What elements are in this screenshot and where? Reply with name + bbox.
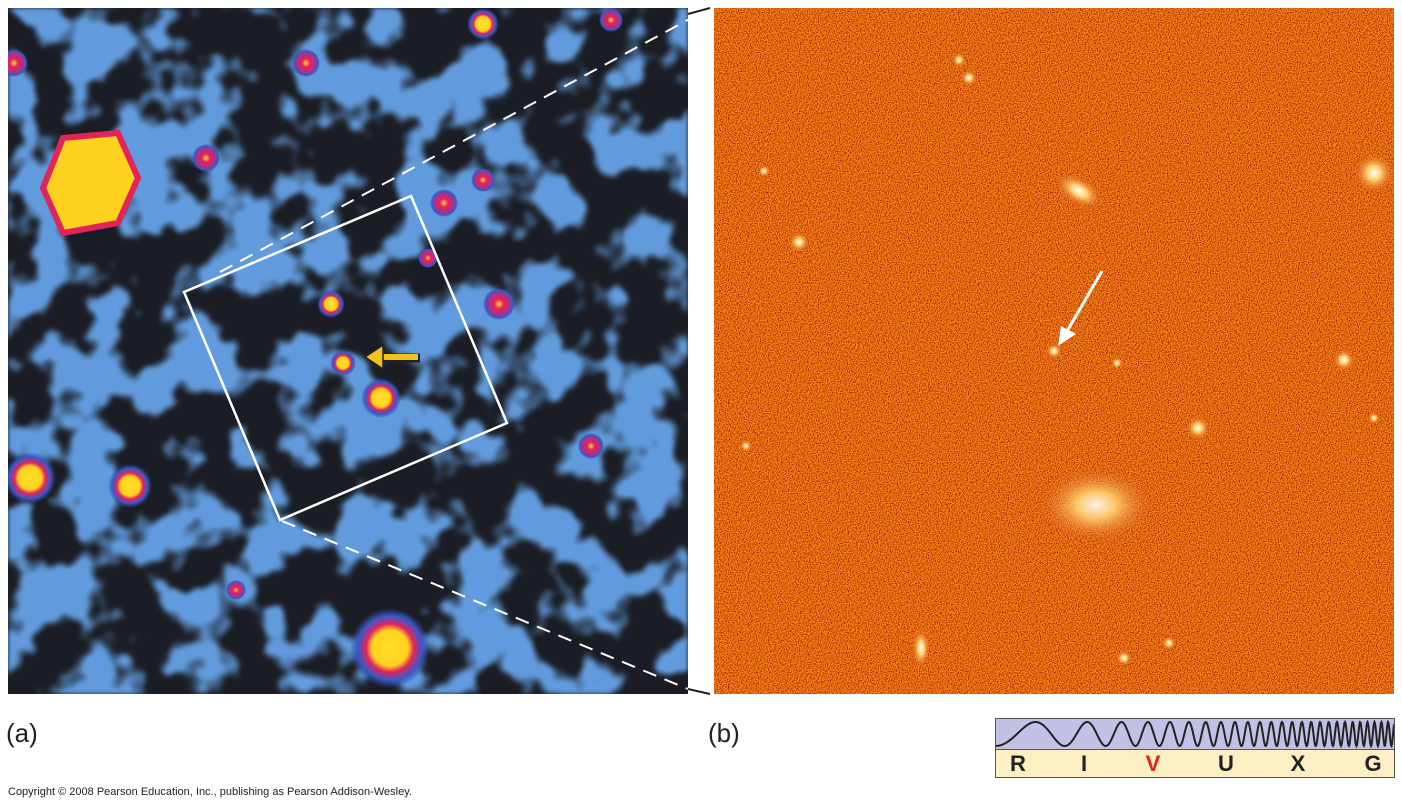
copyright-notice: Copyright © 2008 Pearson Education, Inc.… [8, 786, 412, 798]
arrow-icon [363, 343, 420, 371]
panel-a-label: (a) [6, 718, 38, 748]
band-r: R [1010, 751, 1026, 776]
band-u: U [1218, 751, 1234, 776]
band-v: V [1145, 751, 1161, 776]
panel-b-label: (b) [708, 718, 740, 748]
galaxies [740, 53, 1394, 668]
spectrum-bands: R I V U X G [996, 750, 1394, 777]
band-g: G [1364, 751, 1382, 776]
band-x: X [1290, 751, 1306, 776]
band-i: I [1080, 751, 1088, 776]
panel-b-visible-image [714, 8, 1394, 694]
wave-icon [996, 719, 1394, 750]
arrow-icon [1058, 270, 1104, 346]
panel-a-infrared-image [8, 8, 688, 694]
infrared-field-image [8, 8, 688, 694]
visible-field-image [714, 8, 1394, 694]
spectrum-indicator: R I V U X G [995, 718, 1395, 778]
